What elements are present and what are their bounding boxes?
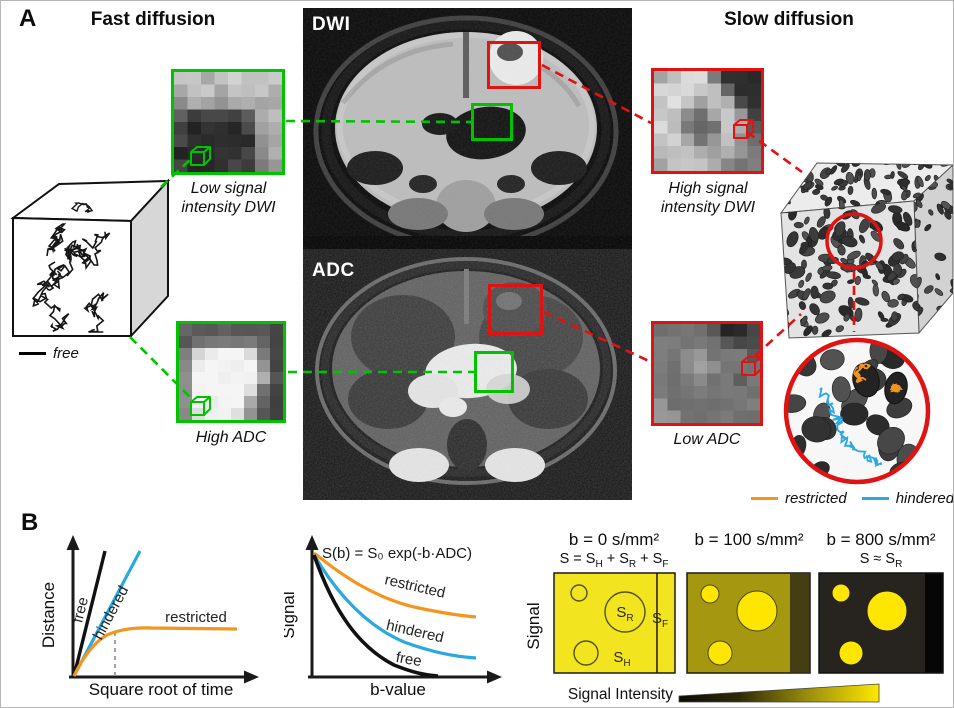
adc-brain-image	[303, 249, 632, 500]
compartment-box-b0	[553, 572, 676, 674]
dwi-brain-image	[303, 8, 632, 249]
fast-diffusion-heading: Fast diffusion	[90, 9, 216, 30]
legend-micro: restricted hindered	[751, 490, 954, 507]
signal-intensity-gradient	[678, 683, 880, 703]
curve-label-free: free	[69, 595, 92, 624]
microstructure-inset	[783, 337, 931, 485]
compartment-box-b100	[686, 572, 811, 674]
inset-low-adc	[651, 321, 763, 426]
legend-restricted-label: restricted	[785, 490, 847, 507]
high-adc-pixels	[179, 324, 283, 420]
brain-image-block: DWI ADC	[303, 8, 632, 500]
caption-high-signal-dwi: High signal intensity DWI	[660, 180, 756, 216]
sh-region-label: SH	[613, 649, 631, 669]
free-diffusion-cube-illustration	[10, 178, 171, 339]
sf-region-label: SF	[651, 610, 669, 630]
dwi-green-roi-box	[471, 103, 513, 141]
box2-title: b = 100 s/mm²	[694, 530, 804, 549]
sr-region-label: SR	[616, 604, 634, 624]
curve-label-hindered: hindered	[385, 617, 446, 647]
box1-header: b = 0 s/mm² S = SH + SR + SF	[549, 530, 679, 570]
gradient-label: Signal Intensity	[567, 686, 673, 703]
adc-label: ADC	[312, 260, 355, 281]
legend-free: free	[19, 345, 79, 362]
x-axis-label-bvalue: b-value	[370, 680, 426, 699]
box3-subtitle: S ≈ SR	[859, 551, 903, 570]
x-axis-label-sqrt-time: Square root of time	[89, 680, 234, 699]
curve-label-free: free	[395, 649, 423, 670]
inset-low-signal-dwi	[171, 69, 285, 175]
signal-equation: S(b) = S₀ exp(-b·ADC)	[322, 545, 472, 562]
voxel-cube-icon	[190, 396, 211, 416]
hindered-line-swatch	[861, 497, 889, 500]
restricted-line-swatch	[751, 497, 778, 500]
free-line-swatch	[19, 352, 46, 355]
tissue-cube-illustration	[779, 162, 953, 339]
curve-label-restricted: restricted	[383, 571, 447, 601]
slow-diffusion-heading: Slow diffusion	[724, 9, 854, 30]
caption-low-adc: Low ADC	[673, 431, 741, 448]
legend-hindered-label: hindered	[895, 490, 954, 507]
plot-signal-vs-bvalue: S(b) = S₀ exp(-b·ADC) restricted hindere…	[284, 535, 502, 699]
high-signal-pixels	[654, 71, 761, 171]
compartment-box-b800	[818, 572, 944, 674]
y-axis-label-signal-boxes: Signal	[524, 602, 543, 650]
panel-b-label: B	[21, 509, 39, 536]
curve-label-restricted: restricted	[165, 609, 227, 626]
adc-red-roi-box	[488, 284, 543, 335]
tissue-zoom-circle	[825, 212, 883, 270]
dwi-label: DWI	[312, 14, 351, 35]
box1-subtitle: S = SH + SR + SF	[559, 551, 669, 570]
box3-header: b = 800 s/mm² S ≈ SR	[814, 530, 948, 570]
low-adc-pixels	[654, 324, 760, 423]
panel-a-label: A	[19, 5, 37, 32]
y-axis-label-distance: Distance	[41, 582, 58, 648]
inset-high-adc	[176, 321, 286, 423]
adc-green-roi-box	[474, 351, 514, 393]
caption-low-signal-dwi: Low signal intensity DWI	[181, 180, 276, 216]
box1-title: b = 0 s/mm²	[568, 530, 660, 549]
voxel-cube-icon	[741, 356, 760, 376]
caption-high-adc: High ADC	[195, 429, 267, 446]
low-signal-pixels	[174, 72, 282, 172]
legend-free-label: free	[53, 345, 79, 362]
dwi-red-roi-box	[487, 41, 541, 89]
plot-distance-vs-time: free hindered restricted Distance Square…	[41, 535, 259, 699]
voxel-cube-icon	[733, 119, 754, 139]
voxel-cube-icon	[190, 146, 211, 166]
y-axis-label-signal: Signal	[284, 591, 298, 638]
box3-title: b = 800 s/mm²	[826, 530, 936, 549]
inset-high-signal-dwi	[651, 68, 764, 174]
box2-header: b = 100 s/mm²	[684, 530, 814, 550]
